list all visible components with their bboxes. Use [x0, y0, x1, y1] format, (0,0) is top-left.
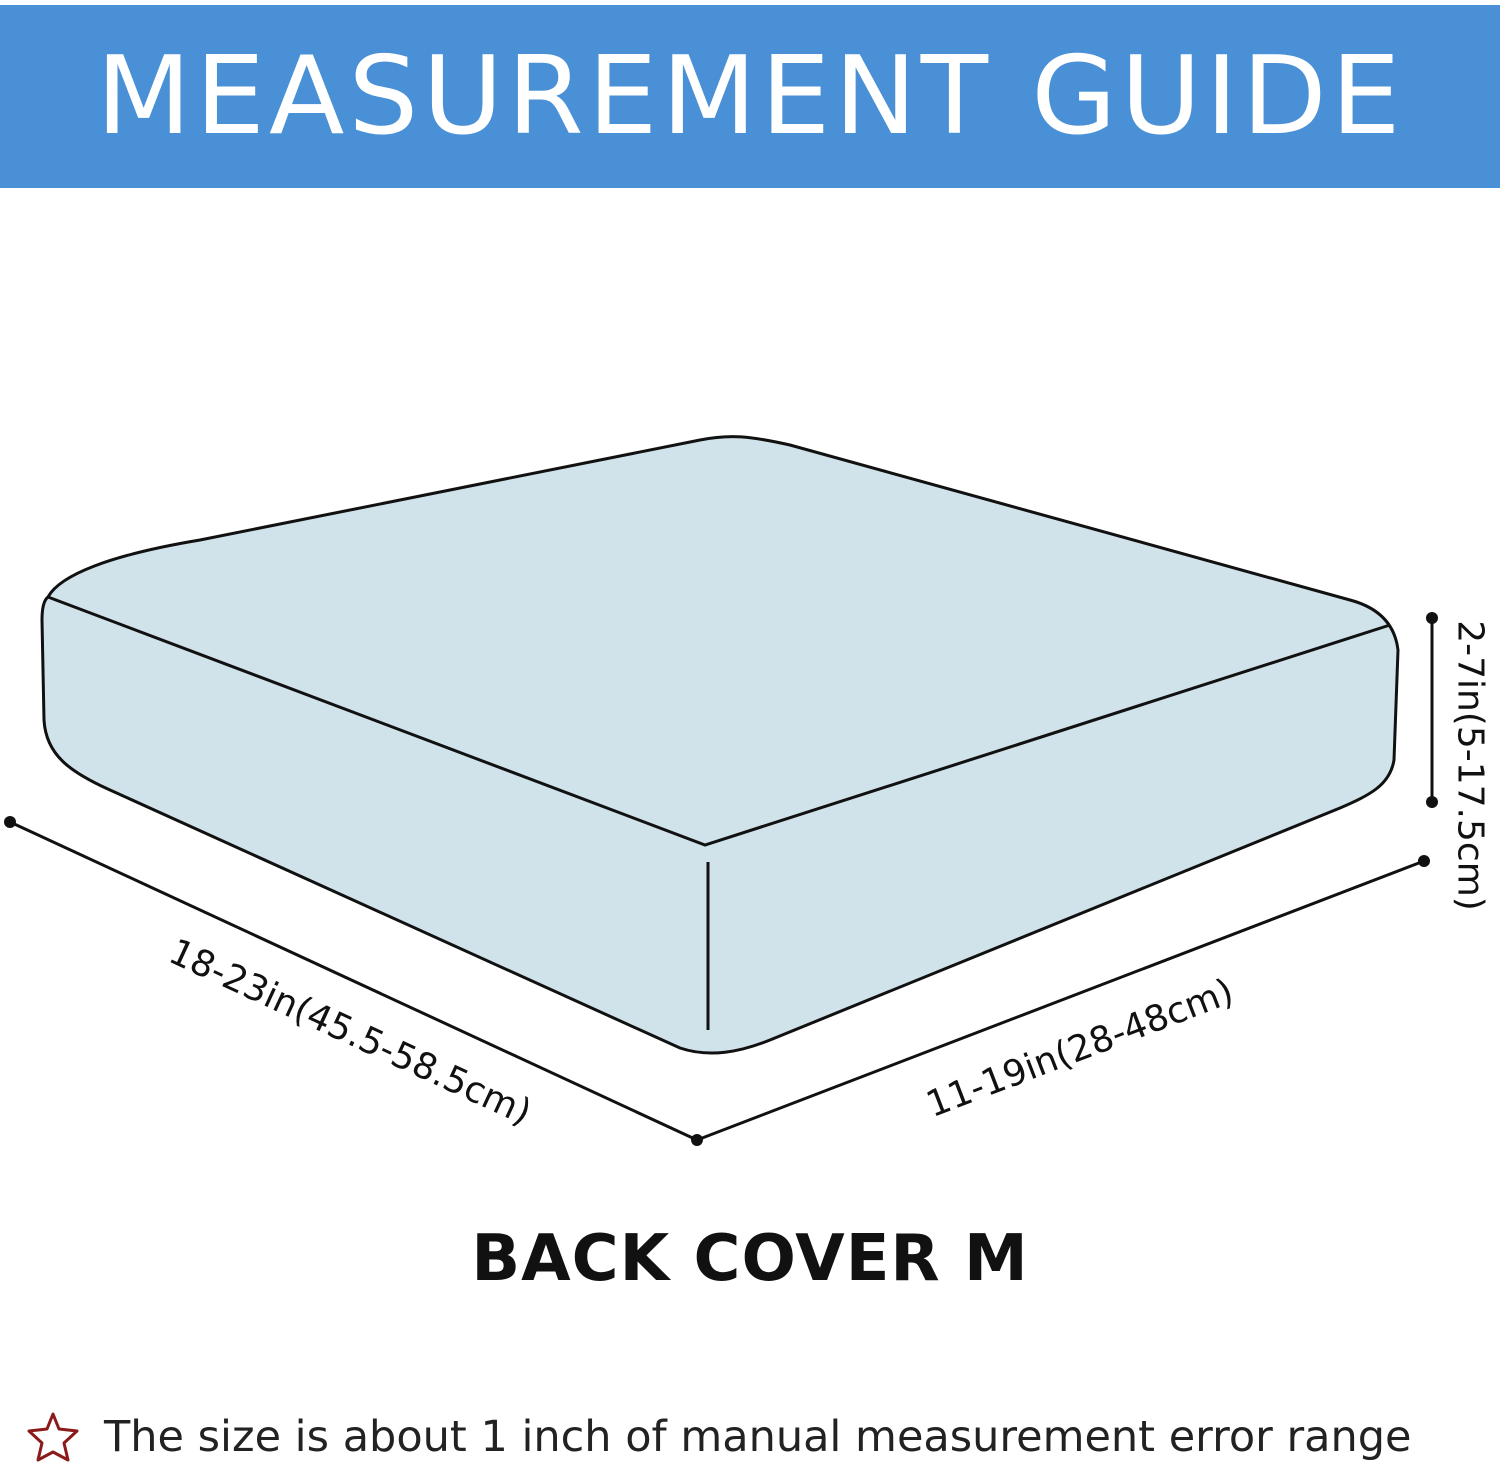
- page-title: MEASUREMENT GUIDE: [95, 34, 1405, 159]
- height-label: 2-7in(5-17.5cm): [1449, 620, 1491, 911]
- length-dimension-line: [4, 816, 698, 1142]
- note-text: The size is about 1 inch of manual measu…: [104, 1412, 1412, 1462]
- star-outline-icon: [27, 1412, 79, 1462]
- cushion-body: [40, 435, 1400, 1055]
- measurement-note: The size is about 1 inch of manual measu…: [24, 1410, 1412, 1464]
- height-dimension-line: [1426, 612, 1438, 808]
- header-banner: MEASUREMENT GUIDE: [0, 5, 1500, 188]
- width-dimension-line: [691, 855, 1430, 1146]
- product-title: BACK COVER M: [471, 1222, 1029, 1296]
- cushion-top-edge: [47, 595, 1391, 847]
